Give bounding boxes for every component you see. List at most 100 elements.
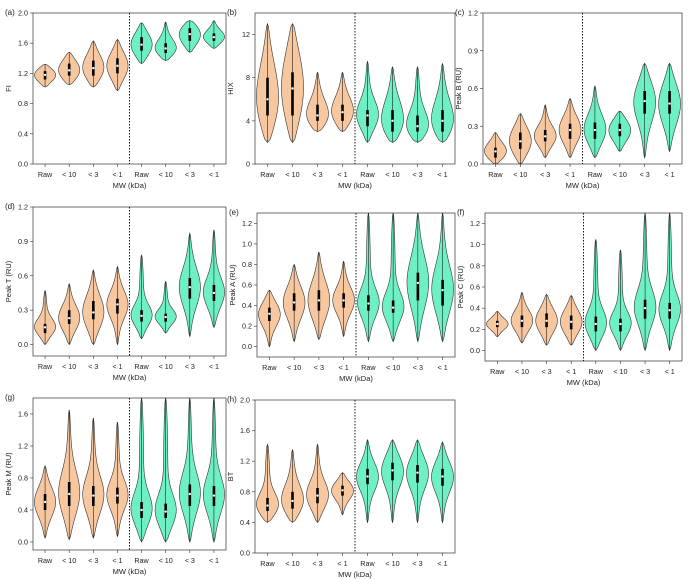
violin-median xyxy=(366,114,369,117)
violin-median xyxy=(164,510,167,513)
violin-median xyxy=(266,504,269,507)
x-tick-label: < 1 xyxy=(209,556,219,565)
y-axis-title: Peak M (RU) xyxy=(4,452,13,496)
y-axis-title: Peak A (RU) xyxy=(228,264,237,306)
violin-median xyxy=(67,492,71,496)
y-tick-label: 0.2 xyxy=(470,325,480,334)
violin-median xyxy=(593,128,597,132)
y-tick-label: 1.6 xyxy=(240,426,250,435)
violin-median xyxy=(441,288,444,292)
y-tick-label: 0.0 xyxy=(18,538,28,547)
violin-median xyxy=(366,475,369,478)
violin-median xyxy=(496,322,499,326)
violins xyxy=(34,229,225,346)
violin-median xyxy=(568,128,572,132)
violin-median xyxy=(494,150,497,153)
y-axis-title: Peak C (RU) xyxy=(456,265,465,308)
violin-median xyxy=(520,319,524,323)
x-tick-label: < 3 xyxy=(412,170,422,179)
y-tick-label: 0.8 xyxy=(470,261,480,270)
y-tick-label: 0.4 xyxy=(18,506,28,515)
y-tick-label: 0.0 xyxy=(470,346,480,355)
x-tick-label: < 3 xyxy=(540,170,550,179)
violin-median xyxy=(67,69,71,72)
panel-label: (g) xyxy=(5,393,15,402)
x-tick-label: Raw xyxy=(262,363,277,372)
violin-median xyxy=(543,135,547,138)
x-tick-label: < 3 xyxy=(185,556,195,565)
violin-median xyxy=(92,494,95,497)
x-tick-label: < 1 xyxy=(112,556,122,565)
violin-median xyxy=(268,312,271,315)
x-tick-label: < 3 xyxy=(88,556,98,565)
y-tick-label: 0.8 xyxy=(18,99,28,108)
y-tick-label: 1.2 xyxy=(470,219,480,228)
x-tick-label: < 1 xyxy=(437,559,447,568)
violin-median xyxy=(317,299,321,302)
x-tick-label: < 10 xyxy=(159,362,173,371)
x-tick-label: Raw xyxy=(361,363,376,372)
violin-median xyxy=(618,128,622,132)
x-tick-label: Raw xyxy=(260,170,275,179)
y-tick-label: 0.0 xyxy=(468,160,478,169)
y-axis-title: Peak T (RU) xyxy=(4,260,13,302)
y-tick-label: 8 xyxy=(246,73,250,82)
violin-median xyxy=(188,32,192,36)
x-tick-label: < 1 xyxy=(112,170,122,179)
panel-c: 0.0 0.3 0.6 0.9 1.2 Raw < 10 < 3 < 1 Raw < 10 < 3 < … xyxy=(454,8,683,190)
y-tick-label: 0.6 xyxy=(470,283,480,292)
violin-iqr xyxy=(643,91,646,114)
x-tick-label: < 3 xyxy=(412,559,422,568)
violin-median xyxy=(391,469,394,472)
y-tick-label: 0.6 xyxy=(18,271,28,280)
x-tick-label: < 10 xyxy=(513,170,527,179)
violin-iqr xyxy=(266,77,269,116)
panel-b: 0 4 8 12 Raw < 10 < 3 < 1 Raw < 10 < 3 < 1 MW (kDa) H… xyxy=(226,8,456,190)
x-tick-label: Raw xyxy=(360,559,375,568)
panel-d: 0.0 0.3 0.6 0.9 1.2 Raw < 10 < 3 < 1 Raw < 10 < 3 < … xyxy=(4,202,227,382)
x-tick-label: < 1 xyxy=(438,363,448,372)
y-tick-label: 1.2 xyxy=(240,457,250,466)
x-tick-label: < 10 xyxy=(386,363,400,372)
x-axis-title: MW (kDa) xyxy=(113,181,147,190)
violin-iqr xyxy=(92,300,95,320)
violin-median xyxy=(643,99,646,103)
x-tick-label: < 1 xyxy=(565,170,575,179)
violins xyxy=(256,22,454,143)
violin-median xyxy=(569,320,573,324)
violin-median xyxy=(342,299,345,302)
x-tick-label: < 10 xyxy=(159,170,173,179)
panel-label: (e) xyxy=(229,208,239,217)
violin-median xyxy=(316,494,319,497)
violin-median xyxy=(341,489,344,492)
x-tick-label: < 1 xyxy=(337,170,347,179)
x-tick-label: < 3 xyxy=(88,170,98,179)
x-tick-label: < 3 xyxy=(640,367,650,376)
x-tick-label: < 1 xyxy=(112,362,122,371)
x-tick-label: Raw xyxy=(488,170,503,179)
y-tick-label: 1.2 xyxy=(18,203,28,212)
violin-median xyxy=(67,316,71,320)
panel-g: 0.0 0.4 0.8 1.2 1.6 Raw < 10 < 3 < 1 Raw < 10 < 3 < … xyxy=(4,393,227,576)
violin-median xyxy=(391,119,394,123)
x-tick-label: < 1 xyxy=(209,170,219,179)
violin-iqr xyxy=(291,72,294,116)
violin-iqr xyxy=(494,147,497,158)
x-axis-title: MW (kDa) xyxy=(338,570,372,579)
y-tick-label: 0.4 xyxy=(240,518,250,527)
y-tick-label: 0.0 xyxy=(18,160,28,169)
violin-iqr xyxy=(668,91,671,114)
violin-median xyxy=(291,499,294,503)
y-tick-label: 12 xyxy=(242,30,250,39)
x-tick-label: Raw xyxy=(38,556,53,565)
x-tick-label: Raw xyxy=(38,362,53,371)
y-tick-label: 2.0 xyxy=(240,396,250,405)
violin-median xyxy=(266,98,269,101)
x-tick-label: < 10 xyxy=(613,170,627,179)
violin-median xyxy=(291,87,294,90)
panel-label: (d) xyxy=(5,202,15,211)
y-tick-label: 0.6 xyxy=(242,281,252,290)
x-tick-label: < 1 xyxy=(664,170,674,179)
violin-median xyxy=(212,494,216,497)
